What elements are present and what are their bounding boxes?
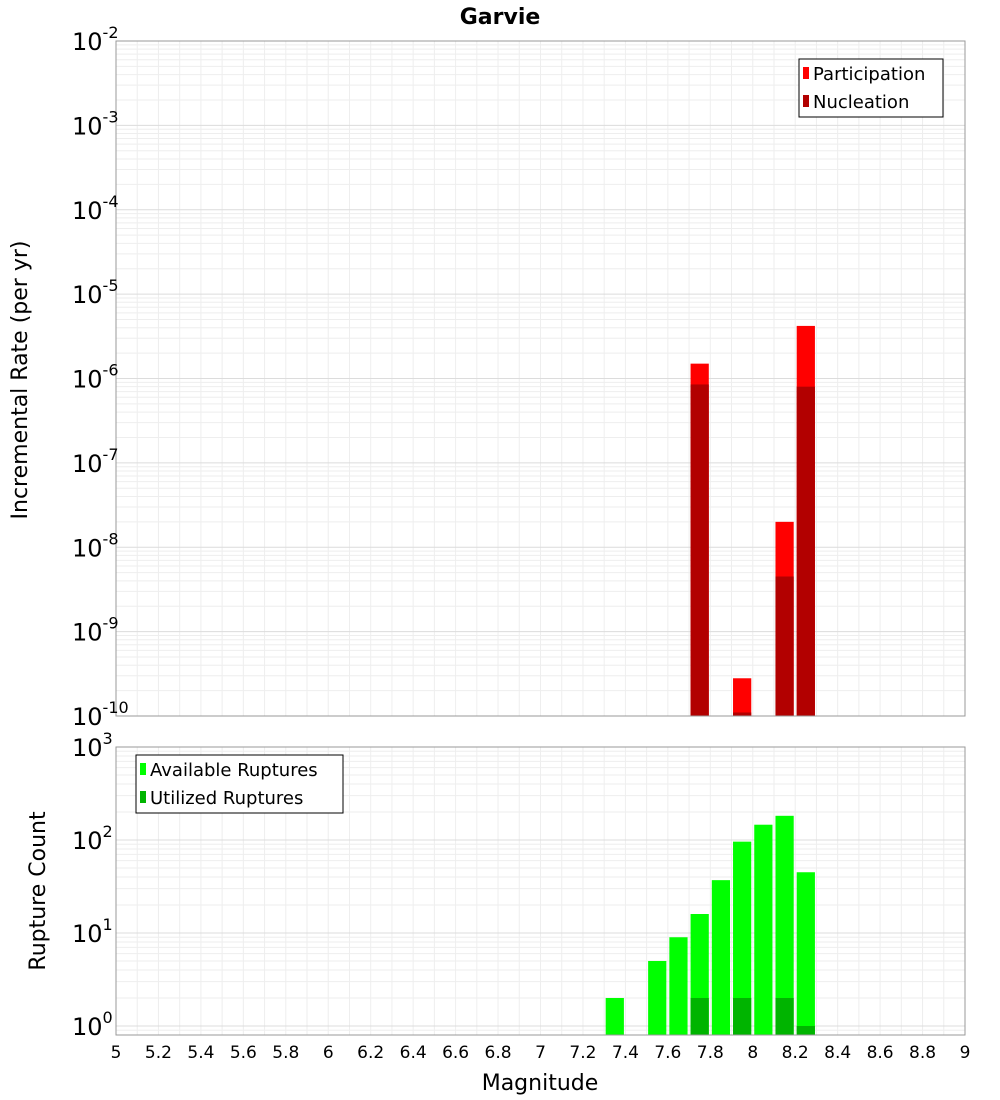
incremental-rate-y-tick-label: 10-8 <box>72 529 119 562</box>
x-tick-label: 8.4 <box>824 1043 851 1063</box>
x-tick-label: 5.2 <box>145 1043 172 1063</box>
incremental-rate-grid <box>115 40 966 717</box>
incremental-rate-plot-border <box>115 40 966 717</box>
bar-nucleation-7.95 <box>733 712 752 716</box>
rupture-count-plot-border <box>115 746 966 1036</box>
legend-label-available-ruptures: Available Ruptures <box>150 760 318 781</box>
x-tick-label: 9 <box>960 1043 971 1063</box>
x-tick-label: 5 <box>111 1043 122 1063</box>
bar-nucleation-7.75 <box>690 384 709 716</box>
incremental-rate-bars <box>690 325 815 716</box>
x-tick-label: 7.8 <box>697 1043 724 1063</box>
magnitude-x-axis-label: Magnitude <box>482 1071 599 1096</box>
bar-available-ruptures-8.15 <box>775 815 794 1035</box>
legend-swatch-participation <box>803 67 809 79</box>
bar-available-ruptures-7.95 <box>733 841 752 1035</box>
rupture-count-y-tick-label: 103 <box>72 729 113 762</box>
bar-available-ruptures-8.25 <box>796 872 815 1035</box>
magnitude-x-ticks: 5 5.2 5.4 5.6 5.8 6 6.2 6.4 6.6 6.8 7 7.2 7.4 7.6 7.8 8… <box>111 1043 971 1063</box>
bar-utilized-ruptures-8.25 <box>796 1025 815 1035</box>
rupture-count-legend-box <box>135 754 344 814</box>
rupture-count-y-tick-label: 100 <box>72 1008 113 1041</box>
x-tick-label: 7.6 <box>654 1043 681 1063</box>
incremental-rate-legend: Participation Nucleation <box>798 58 944 118</box>
bar-utilized-ruptures-7.75 <box>690 997 709 1035</box>
incremental-rate-y-ticks: 10-10 10-9 10-8 10-7 10-6 10-5 10-4 10-3 10-2 <box>72 23 129 731</box>
rupture-count-y-axis-label: Rupture Count <box>26 811 51 971</box>
x-tick-label: 7.4 <box>612 1043 639 1063</box>
incremental-rate-y-tick-label: 10-10 <box>72 698 129 731</box>
rupture-count-y-tick-label: 101 <box>72 915 113 948</box>
x-tick-label: 5.6 <box>230 1043 257 1063</box>
incremental-rate-y-tick-label: 10-7 <box>72 445 119 478</box>
bar-available-ruptures-7.35 <box>605 997 624 1035</box>
incremental-rate-y-tick-label: 10-4 <box>72 192 119 225</box>
incremental-rate-y-tick-label: 10-6 <box>72 361 119 394</box>
x-tick-label: 6.6 <box>442 1043 469 1063</box>
incremental-rate-y-tick-label: 10-9 <box>72 614 119 647</box>
x-tick-label: 6.8 <box>485 1043 512 1063</box>
incremental-rate-y-tick-label: 10-3 <box>72 107 119 140</box>
bar-nucleation-8.25 <box>796 386 815 716</box>
x-tick-label: 6 <box>323 1043 334 1063</box>
x-tick-label: 8.2 <box>782 1043 809 1063</box>
legend-label-participation: Participation <box>813 64 925 85</box>
x-tick-label: 7 <box>535 1043 546 1063</box>
x-tick-label: 5.8 <box>272 1043 299 1063</box>
x-tick-label: 8.8 <box>909 1043 936 1063</box>
rupture-count-bars <box>605 815 815 1035</box>
rupture-count-legend: Available Ruptures Utilized Ruptures <box>135 754 344 814</box>
x-tick-label: 5.4 <box>187 1043 214 1063</box>
chart-title: Garvie <box>460 5 541 30</box>
x-tick-label: 8.6 <box>867 1043 894 1063</box>
incremental-rate-y-tick-label: 10-5 <box>72 276 119 309</box>
x-tick-label: 6.4 <box>400 1043 427 1063</box>
incremental-rate-legend-box <box>798 58 944 118</box>
bar-participation-7.95 <box>733 678 752 716</box>
incremental-rate-y-axis-label: Incremental Rate (per yr) <box>8 241 33 520</box>
legend-label-utilized-ruptures: Utilized Ruptures <box>150 788 303 809</box>
legend-swatch-utilized-ruptures <box>140 791 146 803</box>
x-tick-label: 6.2 <box>357 1043 384 1063</box>
bar-available-ruptures-7.55 <box>648 960 667 1035</box>
bar-available-ruptures-8.05 <box>754 824 773 1035</box>
rupture-count-y-ticks: 100 101 102 103 <box>72 729 113 1041</box>
legend-label-nucleation: Nucleation <box>813 92 909 113</box>
legend-swatch-available-ruptures <box>140 763 146 775</box>
legend-swatch-nucleation <box>803 95 809 107</box>
bar-available-ruptures-7.65 <box>669 937 688 1035</box>
incremental-rate-panel: 10-10 10-9 10-8 10-7 10-6 10-5 10-4 10-3 10-2 In… <box>8 23 966 731</box>
bar-nucleation-8.15 <box>775 576 794 716</box>
x-tick-label: 8 <box>747 1043 758 1063</box>
x-tick-label: 7.2 <box>569 1043 596 1063</box>
rupture-count-panel: 100 101 102 103 5 5.2 5.4 5.6 5.8 6 6.2 6.4 6.6 6.8 7… <box>26 729 970 1096</box>
bar-available-ruptures-7.85 <box>711 880 731 1035</box>
rupture-count-y-tick-label: 102 <box>72 822 113 855</box>
incremental-rate-y-tick-label: 10-2 <box>72 23 119 56</box>
bar-utilized-ruptures-7.95 <box>733 997 752 1035</box>
bar-utilized-ruptures-8.15 <box>775 997 794 1035</box>
